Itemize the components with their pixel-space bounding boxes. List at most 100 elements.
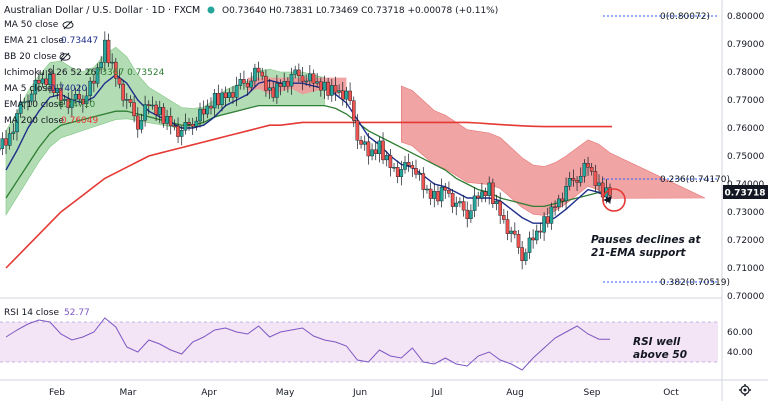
month-label: Jun bbox=[352, 388, 367, 398]
month-label: Feb bbox=[49, 388, 65, 398]
candle-body bbox=[95, 67, 100, 84]
legend-ichimoku-value: 0.73367 0.73524 bbox=[87, 68, 165, 78]
legend-ichimoku-label[interactable]: Ichimoku 9 26 52 26 bbox=[4, 68, 97, 78]
candle-body bbox=[37, 79, 41, 84]
month-label: Mar bbox=[120, 388, 137, 398]
candle-body bbox=[51, 73, 56, 93]
candle-body bbox=[414, 168, 418, 175]
candle-body bbox=[567, 177, 572, 187]
candle-body bbox=[242, 79, 246, 84]
candle-body bbox=[40, 78, 45, 84]
candles bbox=[0, 31, 612, 270]
month-label: Aug bbox=[506, 388, 524, 398]
legend-ema10-label[interactable]: EMA 10 close bbox=[4, 100, 64, 110]
legend-ma200-label[interactable]: MA 200 close bbox=[4, 116, 64, 126]
candle-body bbox=[337, 90, 341, 93]
ema21-line bbox=[5, 73, 611, 224]
candle-body bbox=[26, 100, 30, 103]
candle-body bbox=[84, 95, 89, 105]
rsi-band bbox=[0, 322, 718, 362]
price-tick-label: 0.78000 bbox=[727, 68, 764, 78]
eye-off-icon[interactable] bbox=[62, 20, 74, 30]
candle-body bbox=[557, 198, 561, 208]
settings-gear-icon[interactable] bbox=[739, 384, 751, 396]
rsi-indicator: 60.00 40.00 bbox=[0, 317, 753, 371]
candle-body bbox=[267, 87, 272, 91]
candle-body bbox=[286, 81, 290, 87]
candle-body bbox=[406, 162, 411, 166]
eye-off-icon[interactable] bbox=[59, 52, 71, 62]
legend-bb-label[interactable]: BB 20 close 2 bbox=[4, 52, 65, 62]
candle-body bbox=[157, 107, 162, 115]
candle-body bbox=[483, 191, 488, 196]
candle-body bbox=[59, 87, 63, 101]
candle-body bbox=[44, 78, 49, 85]
pause-annotation-line2: 21-EMA support bbox=[591, 247, 687, 259]
candle-body bbox=[315, 81, 320, 84]
rsi-label[interactable]: RSI 14 close bbox=[4, 308, 59, 318]
candle-body bbox=[388, 155, 393, 168]
candle-body bbox=[308, 73, 312, 82]
cloud-bearish bbox=[401, 85, 706, 216]
price-tick-label: 0.75000 bbox=[727, 152, 764, 162]
candle-body bbox=[352, 100, 356, 121]
legend-ema21-label[interactable]: EMA 21 close bbox=[4, 36, 64, 46]
candle-body bbox=[560, 198, 565, 202]
candle-body bbox=[472, 195, 477, 211]
candle-body bbox=[48, 73, 52, 85]
candle-body bbox=[344, 90, 349, 100]
candle-body bbox=[88, 80, 92, 96]
candle-body bbox=[319, 81, 323, 91]
candle-body bbox=[564, 185, 568, 202]
candle-body bbox=[322, 81, 327, 91]
candle-body bbox=[212, 93, 217, 109]
candle-body bbox=[571, 177, 576, 181]
candle-body bbox=[538, 230, 543, 233]
fib-236-label: 0.236(0.74170) bbox=[660, 175, 730, 185]
candle-body bbox=[183, 121, 188, 131]
candle-body bbox=[469, 210, 473, 219]
candle-body bbox=[458, 201, 462, 204]
legend-ma50-label[interactable]: MA 50 close bbox=[4, 20, 59, 30]
candle-body bbox=[333, 85, 338, 93]
candle-body bbox=[205, 105, 210, 115]
candle-body bbox=[491, 182, 495, 204]
candle-body bbox=[92, 80, 96, 84]
candle-body bbox=[403, 162, 407, 170]
candle-body bbox=[11, 131, 16, 134]
candle-body bbox=[461, 201, 466, 211]
candle-body bbox=[436, 191, 440, 202]
candle-body bbox=[176, 125, 180, 137]
candle-body bbox=[209, 105, 213, 109]
rsi-value: 52.77 bbox=[64, 308, 90, 318]
candle-body bbox=[370, 149, 374, 157]
candle-body bbox=[395, 166, 400, 177]
candle-body bbox=[425, 188, 429, 191]
candle-body bbox=[15, 113, 19, 133]
candle-body bbox=[593, 171, 598, 186]
candle-body bbox=[81, 98, 85, 105]
month-label: Apr bbox=[201, 388, 217, 398]
candle-body bbox=[128, 99, 133, 103]
fib-0-label: 0(0.80072) bbox=[660, 12, 710, 22]
candle-body bbox=[33, 79, 38, 95]
rsi-line bbox=[5, 317, 610, 371]
candle-body bbox=[366, 141, 371, 157]
rsi-tick-label: 40.00 bbox=[727, 348, 753, 358]
candle-body bbox=[55, 87, 59, 93]
candle-body bbox=[154, 104, 158, 115]
candle-body bbox=[150, 104, 155, 107]
candle-body bbox=[29, 93, 34, 102]
fib-382-label: 0.382(0.70519) bbox=[660, 278, 730, 288]
candle-body bbox=[443, 186, 448, 191]
candle-body bbox=[516, 233, 521, 248]
candle-body bbox=[22, 101, 27, 104]
candle-body bbox=[304, 80, 309, 83]
candle-body bbox=[494, 200, 499, 204]
candle-body bbox=[282, 81, 287, 87]
candle-body bbox=[549, 206, 554, 224]
candle-body bbox=[106, 39, 111, 64]
last-price-tag bbox=[723, 185, 768, 199]
candle-body bbox=[546, 216, 550, 224]
legend-ma5-label[interactable]: MA 5 close bbox=[4, 84, 53, 94]
